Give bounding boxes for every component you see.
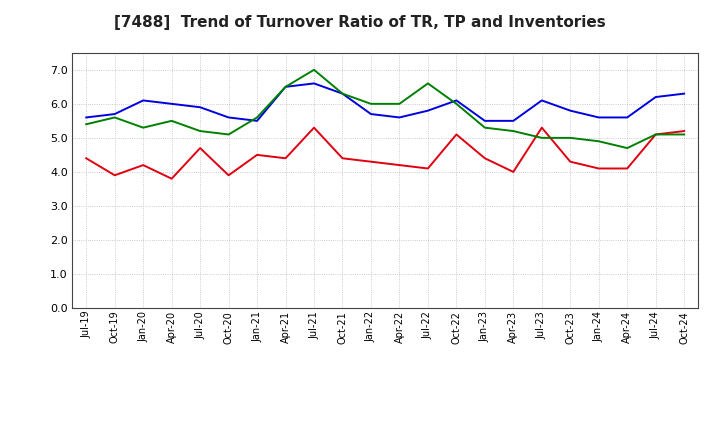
Trade Payables xyxy=(338,91,347,96)
Line: Trade Payables: Trade Payables xyxy=(86,84,684,121)
Inventories xyxy=(566,135,575,140)
Inventories xyxy=(480,125,489,130)
Inventories xyxy=(680,132,688,137)
Trade Receivables xyxy=(623,166,631,171)
Trade Payables xyxy=(196,105,204,110)
Text: [7488]  Trend of Turnover Ratio of TR, TP and Inventories: [7488] Trend of Turnover Ratio of TR, TP… xyxy=(114,15,606,30)
Trade Receivables xyxy=(452,132,461,137)
Inventories xyxy=(196,128,204,134)
Trade Receivables xyxy=(338,156,347,161)
Inventories xyxy=(139,125,148,130)
Trade Receivables xyxy=(537,125,546,130)
Trade Receivables xyxy=(423,166,432,171)
Inventories xyxy=(509,128,518,134)
Trade Payables xyxy=(253,118,261,124)
Inventories xyxy=(225,132,233,137)
Inventories xyxy=(110,115,119,120)
Trade Receivables xyxy=(225,172,233,178)
Inventories xyxy=(452,101,461,106)
Trade Payables xyxy=(423,108,432,113)
Line: Trade Receivables: Trade Receivables xyxy=(86,128,684,179)
Trade Payables xyxy=(282,84,290,89)
Trade Payables xyxy=(395,115,404,120)
Inventories xyxy=(338,91,347,96)
Trade Payables xyxy=(595,115,603,120)
Trade Receivables xyxy=(196,146,204,151)
Trade Receivables xyxy=(366,159,375,164)
Trade Payables xyxy=(566,108,575,113)
Trade Payables xyxy=(652,95,660,100)
Trade Payables xyxy=(82,115,91,120)
Trade Receivables xyxy=(139,162,148,168)
Inventories xyxy=(652,132,660,137)
Trade Receivables xyxy=(110,172,119,178)
Trade Payables xyxy=(623,115,631,120)
Trade Payables xyxy=(452,98,461,103)
Trade Receivables xyxy=(680,128,688,134)
Trade Payables xyxy=(680,91,688,96)
Trade Payables xyxy=(537,98,546,103)
Trade Payables xyxy=(167,101,176,106)
Trade Receivables xyxy=(167,176,176,181)
Inventories xyxy=(623,146,631,151)
Trade Receivables xyxy=(480,156,489,161)
Trade Receivables xyxy=(282,156,290,161)
Trade Receivables xyxy=(310,125,318,130)
Inventories xyxy=(537,135,546,140)
Line: Inventories: Inventories xyxy=(86,70,684,148)
Trade Receivables xyxy=(82,156,91,161)
Inventories xyxy=(282,84,290,89)
Trade Payables xyxy=(509,118,518,124)
Inventories xyxy=(423,81,432,86)
Trade Receivables xyxy=(595,166,603,171)
Inventories xyxy=(310,67,318,73)
Trade Payables xyxy=(139,98,148,103)
Trade Receivables xyxy=(253,152,261,158)
Inventories xyxy=(167,118,176,124)
Trade Receivables xyxy=(395,162,404,168)
Trade Payables xyxy=(310,81,318,86)
Trade Payables xyxy=(225,115,233,120)
Trade Payables xyxy=(366,111,375,117)
Trade Receivables xyxy=(652,132,660,137)
Inventories xyxy=(82,121,91,127)
Trade Payables xyxy=(480,118,489,124)
Inventories xyxy=(595,139,603,144)
Inventories xyxy=(366,101,375,106)
Trade Payables xyxy=(110,111,119,117)
Trade Receivables xyxy=(566,159,575,164)
Inventories xyxy=(395,101,404,106)
Trade Receivables xyxy=(509,169,518,175)
Inventories xyxy=(253,115,261,120)
